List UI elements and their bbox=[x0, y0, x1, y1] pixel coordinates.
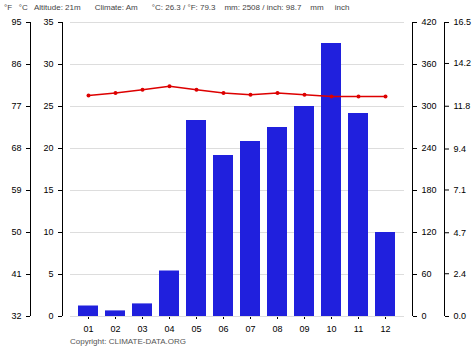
svg-text:9.4: 9.4 bbox=[454, 144, 467, 154]
svg-text:68: 68 bbox=[11, 143, 21, 153]
html-text:Climate: Am: Climate: Am bbox=[94, 3, 138, 12]
svg-text:30: 30 bbox=[43, 59, 53, 69]
svg-text:41: 41 bbox=[11, 269, 21, 279]
svg-text:10: 10 bbox=[326, 324, 336, 334]
svg-text:14.2: 14.2 bbox=[454, 58, 472, 68]
svg-text:08: 08 bbox=[272, 324, 282, 334]
svg-text:120: 120 bbox=[422, 227, 437, 237]
svg-text:11: 11 bbox=[354, 324, 363, 334]
svg-text:86: 86 bbox=[11, 59, 21, 69]
svg-text:25: 25 bbox=[43, 101, 53, 111]
svg-text:240: 240 bbox=[422, 143, 437, 153]
svg-text:05: 05 bbox=[191, 324, 201, 334]
svg-text:5: 5 bbox=[48, 269, 53, 279]
svg-text:7.1: 7.1 bbox=[454, 185, 467, 195]
svg-text:32: 32 bbox=[11, 311, 21, 321]
svg-text:2.4: 2.4 bbox=[454, 269, 467, 279]
svg-text:0.0: 0.0 bbox=[454, 311, 467, 321]
svg-text:50: 50 bbox=[11, 227, 21, 237]
svg-text:77: 77 bbox=[11, 101, 21, 111]
svg-text:95: 95 bbox=[11, 17, 21, 27]
svg-text:01: 01 bbox=[83, 324, 93, 334]
svg-text:420: 420 bbox=[422, 17, 437, 27]
svg-text:4.7: 4.7 bbox=[454, 228, 467, 238]
svg-text:11.8: 11.8 bbox=[454, 101, 471, 111]
svg-text:15: 15 bbox=[43, 185, 53, 195]
svg-text:06: 06 bbox=[218, 324, 228, 334]
svg-text:35: 35 bbox=[43, 17, 53, 27]
svg-text:300: 300 bbox=[422, 101, 437, 111]
svg-text:59: 59 bbox=[11, 185, 21, 195]
svg-text:12: 12 bbox=[380, 324, 390, 334]
svg-text:360: 360 bbox=[422, 59, 437, 69]
html-text:°F °C Altitude: 21m: °F °C Altitude: 21m bbox=[4, 3, 81, 12]
html-text:°C: 26.3 / °F: 79.3 mm: 2508 /: °C: 26.3 / °F: 79.3 mm: 2508 / inch: 98.… bbox=[151, 3, 350, 12]
svg-text:02: 02 bbox=[110, 324, 120, 334]
svg-text:20: 20 bbox=[43, 143, 53, 153]
svg-text:04: 04 bbox=[164, 324, 174, 334]
svg-text:03: 03 bbox=[137, 324, 147, 334]
html-text:Copyright: CLIMATE-DATA.ORG: Copyright: CLIMATE-DATA.ORG bbox=[70, 337, 186, 346]
svg-text:09: 09 bbox=[299, 324, 309, 334]
svg-text:16.5: 16.5 bbox=[454, 17, 472, 27]
svg-text:0: 0 bbox=[422, 311, 427, 321]
svg-text:0: 0 bbox=[48, 311, 53, 321]
svg-text:07: 07 bbox=[245, 324, 255, 334]
svg-text:180: 180 bbox=[422, 185, 437, 195]
svg-text:60: 60 bbox=[422, 269, 432, 279]
svg-text:10: 10 bbox=[43, 227, 53, 237]
